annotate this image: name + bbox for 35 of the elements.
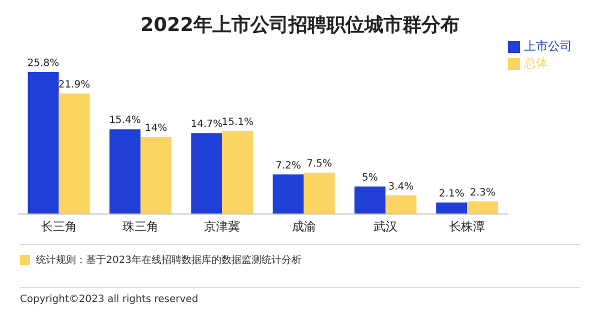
data-label: 2.1% [438, 188, 464, 200]
data-label: 21.9% [58, 79, 90, 90]
bar [467, 201, 498, 214]
x-tick-label: 京津冀 [204, 220, 240, 234]
x-tick-label: 长三角 [40, 220, 77, 234]
bar [354, 186, 386, 214]
bar [28, 72, 59, 214]
data-label: 3.4% [388, 181, 414, 192]
data-label: 5% [362, 172, 378, 184]
bar [304, 172, 335, 214]
chart-title: 2022年上市公司招聘职位城市群分布 [140, 13, 460, 38]
data-label: 25.8% [27, 58, 60, 69]
x-tick-label: 武汉 [374, 220, 398, 234]
data-label: 14.7% [190, 119, 223, 130]
data-label: 7.5% [306, 158, 332, 170]
bar [140, 136, 172, 214]
bar [109, 129, 140, 214]
bar [436, 202, 468, 214]
bar [385, 195, 416, 214]
bar [222, 130, 254, 214]
data-label: 7.2% [276, 160, 302, 172]
bar [191, 133, 222, 214]
text: 统计规则：基于2023年在线招聘数据库的数据监测统计分析 [36, 254, 302, 267]
x-tick-label: 长株潭 [449, 220, 486, 234]
legend-label: 总体 [524, 56, 548, 70]
data-label: 14% [144, 122, 168, 134]
x-tick-label: 成渝 [292, 220, 316, 234]
bar [272, 174, 304, 214]
legend-label: 上市公司 [524, 39, 572, 53]
x-tick-label: 珠三角 [122, 220, 158, 234]
data-label: 15.1% [222, 116, 254, 128]
data-label: 15.4% [109, 115, 141, 126]
text: Copyright©2023 all rights reserved [20, 294, 200, 305]
bar [58, 93, 90, 214]
data-label: 2.3% [470, 187, 496, 198]
